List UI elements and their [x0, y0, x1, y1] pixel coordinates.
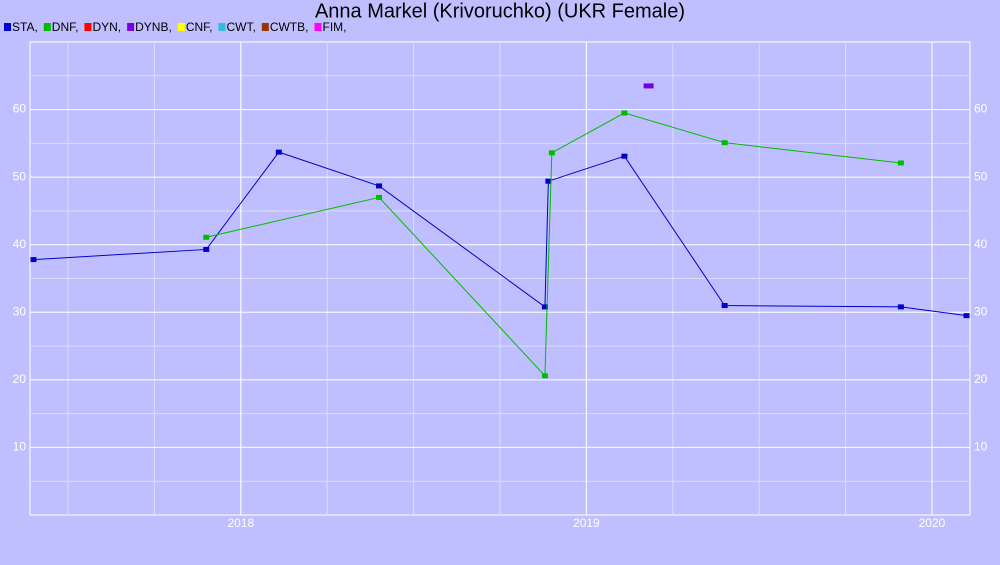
y2-tick-label: 20 — [974, 372, 988, 386]
y-tick-label: 50 — [13, 169, 27, 183]
legend-label: DYNB, — [135, 20, 172, 34]
y-tick-label: 40 — [13, 237, 27, 251]
legend-swatch — [261, 23, 269, 31]
x-tick-label: 2020 — [919, 516, 946, 530]
legend-label: FIM, — [322, 20, 346, 34]
y2-tick-label: 10 — [974, 440, 988, 454]
point — [721, 140, 728, 146]
point — [621, 110, 628, 116]
series-line — [33, 151, 967, 317]
y2-tick-label: 40 — [974, 237, 988, 251]
point — [376, 183, 383, 189]
legend-label: STA, — [12, 20, 38, 34]
point — [963, 313, 970, 319]
legend-swatch — [84, 23, 92, 31]
legend-swatch — [218, 23, 226, 31]
legend-label: CNF, — [186, 20, 213, 34]
point — [275, 149, 282, 155]
y-tick-label: 20 — [13, 372, 27, 386]
point — [621, 153, 628, 159]
point — [897, 304, 904, 310]
legend-label: CWTB, — [270, 20, 309, 34]
point — [30, 257, 37, 263]
point — [548, 150, 555, 156]
point — [545, 178, 552, 184]
y-tick-label: 10 — [13, 440, 27, 454]
chart-title: Anna Markel (Krivoruchko) (UKR Female) — [315, 0, 685, 22]
x-tick-label: 2018 — [227, 516, 254, 530]
point — [541, 373, 548, 379]
legend-swatch — [127, 23, 135, 31]
legend-label: DYN, — [92, 20, 121, 34]
x-tick-label: 2019 — [573, 516, 600, 530]
legend-swatch — [177, 23, 185, 31]
legend-label: CWT, — [226, 20, 255, 34]
legend-swatch — [314, 23, 322, 31]
y2-tick-label: 30 — [974, 304, 988, 318]
point — [643, 83, 654, 89]
point — [897, 160, 904, 166]
legend-swatch — [4, 23, 11, 31]
point — [203, 234, 210, 240]
legend-label: DNF, — [52, 20, 79, 34]
y-tick-label: 60 — [13, 102, 27, 116]
point — [541, 304, 548, 310]
y2-tick-label: 50 — [974, 169, 988, 183]
y-tick-label: 30 — [13, 304, 27, 318]
point — [376, 194, 383, 200]
point — [721, 303, 728, 309]
legend-swatch — [43, 23, 51, 31]
y2-tick-label: 60 — [974, 102, 988, 116]
point — [203, 246, 210, 252]
